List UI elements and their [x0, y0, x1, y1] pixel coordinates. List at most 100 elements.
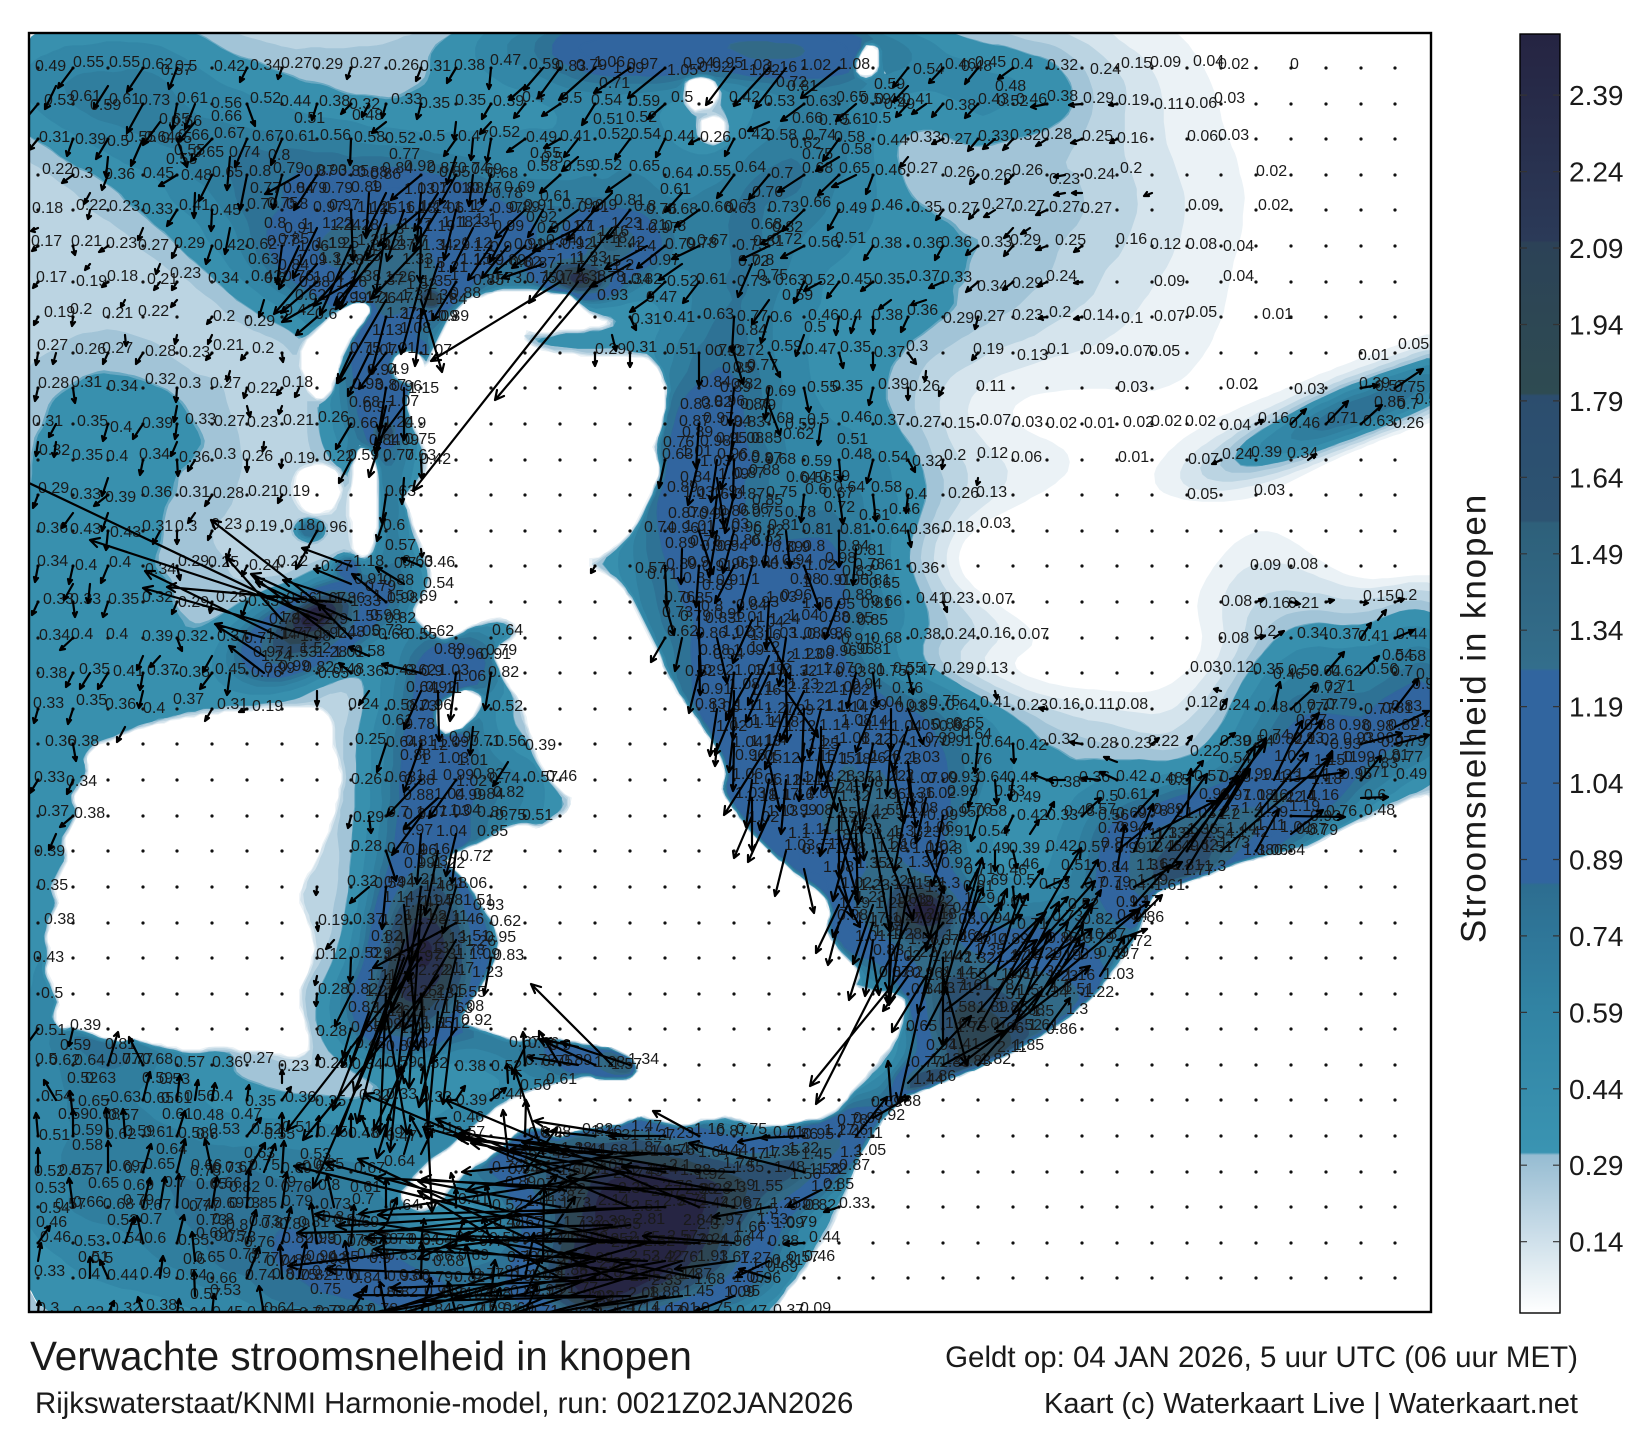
svg-text:0.92: 0.92: [526, 209, 557, 226]
svg-text:1.07: 1.07: [417, 180, 448, 197]
svg-text:0.29: 0.29: [38, 480, 69, 497]
svg-text:0.26: 0.26: [388, 57, 419, 74]
svg-text:0.59: 0.59: [348, 447, 379, 464]
svg-text:0.52: 0.52: [591, 157, 622, 174]
svg-text:0.5: 0.5: [107, 133, 129, 150]
svg-text:0.7: 0.7: [140, 1211, 162, 1228]
svg-text:1.08: 1.08: [733, 430, 764, 447]
svg-text:0.2: 0.2: [213, 308, 235, 325]
svg-text:0.05: 0.05: [1398, 336, 1429, 353]
svg-text:0.87: 0.87: [734, 486, 765, 503]
svg-text:0.5: 0.5: [175, 58, 197, 75]
svg-text:0.29: 0.29: [1083, 90, 1114, 107]
svg-text:0.08: 0.08: [1117, 696, 1148, 713]
svg-text:0.16: 0.16: [1259, 595, 1290, 612]
svg-text:0.58: 0.58: [72, 1137, 103, 1154]
svg-text:1.23: 1.23: [459, 214, 490, 231]
svg-text:0.22: 0.22: [247, 380, 278, 397]
svg-text:0.93: 0.93: [748, 594, 779, 611]
svg-text:0.04: 0.04: [1193, 53, 1224, 70]
svg-text:0.64: 0.64: [946, 697, 977, 714]
svg-text:0.28: 0.28: [316, 1023, 347, 1040]
svg-text:0.28: 0.28: [38, 375, 69, 392]
svg-text:0.95: 0.95: [770, 556, 801, 573]
svg-text:0.88: 0.88: [453, 180, 484, 197]
svg-text:0.27: 0.27: [910, 414, 941, 431]
svg-text:0.45: 0.45: [317, 1124, 348, 1141]
svg-text:0.36: 0.36: [913, 235, 944, 252]
svg-text:0.18: 0.18: [284, 517, 315, 534]
svg-text:0.27: 0.27: [974, 308, 1005, 325]
svg-text:0.69: 0.69: [504, 179, 535, 196]
svg-text:1.45: 1.45: [590, 253, 621, 270]
svg-text:0.29: 0.29: [595, 341, 626, 358]
svg-text:0.38: 0.38: [454, 57, 485, 74]
svg-text:0.21: 0.21: [147, 271, 178, 288]
svg-text:0.29: 0.29: [943, 310, 974, 327]
svg-text:0.74: 0.74: [229, 144, 260, 161]
svg-text:0.31: 0.31: [626, 339, 657, 356]
svg-text:1.04: 1.04: [436, 823, 467, 840]
svg-text:1.24: 1.24: [383, 414, 414, 431]
svg-text:0.24: 0.24: [1222, 446, 1253, 463]
svg-text:1.32: 1.32: [839, 788, 870, 805]
svg-text:0.58: 0.58: [834, 129, 865, 146]
svg-text:0.65: 0.65: [869, 575, 900, 592]
svg-text:0.81: 0.81: [768, 517, 799, 534]
svg-text:0.52: 0.52: [598, 126, 629, 143]
svg-text:0.26: 0.26: [351, 771, 382, 788]
svg-text:0.62: 0.62: [790, 135, 821, 152]
svg-text:0.31: 0.31: [420, 58, 451, 75]
svg-text:0.08: 0.08: [1218, 630, 1249, 647]
svg-text:0.54: 0.54: [591, 92, 622, 109]
svg-text:0.6: 0.6: [805, 481, 827, 498]
svg-text:0.12: 0.12: [316, 946, 347, 963]
svg-text:0.66: 0.66: [701, 199, 732, 216]
svg-text:0.82: 0.82: [805, 1197, 836, 1214]
svg-text:0.38: 0.38: [455, 1058, 486, 1075]
svg-text:0.43: 0.43: [70, 521, 101, 538]
svg-text:0.57: 0.57: [174, 1054, 205, 1071]
svg-text:0.12: 0.12: [977, 445, 1008, 462]
svg-text:1.03: 1.03: [733, 625, 764, 642]
svg-text:0.61: 0.61: [660, 181, 691, 198]
svg-text:0.59: 0.59: [1569, 997, 1624, 1028]
svg-text:0.89: 0.89: [665, 535, 696, 552]
svg-text:1.1: 1.1: [573, 218, 595, 235]
svg-text:0.21: 0.21: [71, 233, 102, 250]
svg-text:0.54: 0.54: [878, 449, 909, 466]
svg-text:0.15: 0.15: [944, 415, 975, 432]
svg-text:0.52: 0.52: [804, 272, 835, 289]
svg-text:0.35: 0.35: [455, 92, 486, 109]
svg-text:0.92: 0.92: [562, 236, 593, 253]
svg-text:0.11: 0.11: [1154, 96, 1184, 113]
svg-text:0.77: 0.77: [1392, 749, 1423, 766]
svg-text:0.88: 0.88: [842, 587, 873, 604]
svg-text:0.84: 0.84: [838, 538, 869, 555]
svg-text:0.27: 0.27: [350, 55, 381, 72]
svg-text:1.78: 1.78: [594, 269, 625, 286]
svg-text:1: 1: [471, 197, 480, 214]
svg-text:0.63: 0.63: [725, 200, 756, 217]
svg-text:0.16: 0.16: [980, 625, 1011, 642]
svg-text:0.51: 0.51: [294, 110, 325, 127]
svg-text:0.48: 0.48: [181, 167, 212, 184]
svg-text:1.55: 1.55: [752, 1178, 783, 1195]
svg-text:0.69: 0.69: [767, 1259, 798, 1276]
svg-text:1.27: 1.27: [386, 305, 417, 322]
svg-text:0.28: 0.28: [351, 838, 382, 855]
svg-text:0.25: 0.25: [1082, 128, 1113, 145]
svg-text:1: 1: [420, 751, 429, 768]
svg-text:0.34: 0.34: [107, 378, 138, 395]
svg-text:0.64: 0.64: [786, 469, 817, 486]
svg-text:0.78: 0.78: [785, 504, 816, 521]
svg-text:0.56: 0.56: [801, 470, 832, 487]
svg-text:0.04: 0.04: [1223, 238, 1254, 255]
svg-text:0.72: 0.72: [733, 342, 764, 359]
svg-text:0.65: 0.65: [144, 1156, 175, 1173]
svg-text:0.79: 0.79: [665, 236, 696, 253]
svg-text:0.87: 0.87: [679, 413, 710, 430]
svg-text:0.54: 0.54: [423, 575, 454, 592]
svg-text:0.5: 0.5: [1013, 872, 1035, 889]
svg-text:0.23: 0.23: [247, 414, 278, 431]
